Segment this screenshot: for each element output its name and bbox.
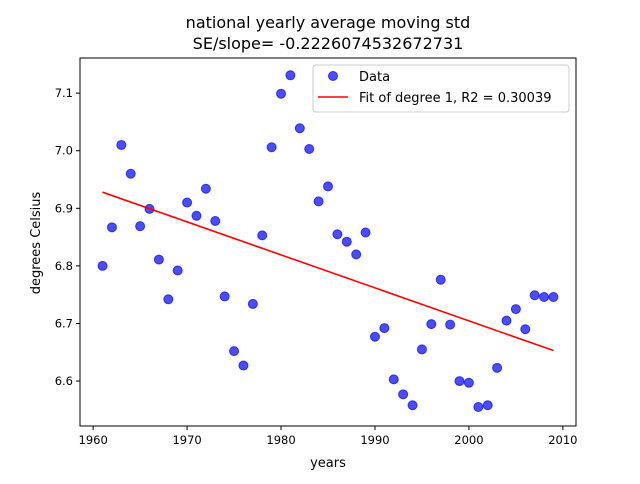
y-tick-label: 6.8 (55, 259, 73, 273)
data-point (501, 315, 512, 326)
data-point (351, 249, 362, 260)
legend-fit-label: Fit of degree 1, R2 = 0.30039 (359, 91, 551, 106)
data-point (304, 143, 315, 154)
data-point (323, 181, 333, 192)
chart-title-line2: SE/slope= -0.2226074532672731 (193, 34, 464, 53)
x-tick-label: 1980 (266, 433, 295, 447)
data-point (210, 215, 221, 226)
data-point (426, 319, 437, 330)
x-tick-label: 2000 (454, 433, 483, 447)
data-point (106, 222, 117, 233)
data-point (454, 376, 465, 387)
data-point (257, 230, 268, 241)
axes-frame (79, 57, 577, 427)
data-point (407, 400, 418, 411)
data-point (135, 221, 146, 232)
data-point (229, 346, 240, 357)
data-point (416, 344, 427, 355)
data-point (510, 304, 521, 315)
data-point (341, 236, 352, 247)
data-point (548, 291, 559, 302)
x-tick-label: 1990 (360, 433, 389, 447)
data-point (191, 210, 202, 221)
y-tick-label: 6.6 (55, 374, 73, 388)
data-point (529, 290, 540, 301)
chart-title-line1: national yearly average moving std (186, 13, 471, 32)
legend-data-marker (328, 71, 338, 81)
data-point (294, 123, 305, 134)
data-point (473, 401, 484, 412)
y-axis-label: degrees Celsius (29, 192, 44, 295)
data-point (445, 319, 456, 330)
data-point (492, 362, 503, 373)
x-tick-label: 1970 (172, 433, 201, 447)
data-point (379, 323, 390, 334)
data-point (360, 227, 371, 238)
data-point (200, 183, 211, 194)
data-point (97, 260, 108, 271)
data-point (435, 274, 446, 285)
data-point (482, 400, 493, 411)
legend: Data Fit of degree 1, R2 = 0.30039 (312, 64, 570, 113)
data-point (520, 324, 531, 335)
y-tick-label: 6.7 (55, 316, 73, 330)
data-point (238, 360, 249, 371)
data-point (539, 291, 550, 302)
y-tick-label: 7.1 (55, 86, 73, 100)
data-point (247, 298, 258, 309)
plot-area: 1960 1970 1980 1990 2000 2010 6.6 6.7 6.8 6.9 7.0 7… (55, 57, 577, 447)
data-point (398, 389, 409, 400)
data-point (182, 197, 193, 208)
x-tick-label: 2010 (548, 433, 577, 447)
x-tick-label: 1960 (79, 433, 108, 447)
data-point (332, 229, 343, 240)
data-point (163, 294, 174, 305)
data-point (276, 88, 287, 99)
data-point (369, 331, 380, 342)
fit-line (102, 191, 554, 352)
data-point (463, 377, 474, 388)
data-point (125, 168, 136, 179)
data-point (153, 254, 164, 265)
legend-box (312, 64, 570, 113)
x-axis-label: years (310, 456, 346, 471)
data-point (116, 139, 127, 150)
data-point (172, 265, 183, 276)
y-tick-label: 7.0 (55, 144, 73, 158)
legend-data-label: Data (359, 70, 390, 85)
data-point (388, 374, 399, 385)
y-tick-label: 6.9 (55, 201, 73, 215)
data-point (285, 70, 296, 81)
data-point (313, 196, 324, 207)
data-point (219, 291, 230, 302)
data-point (266, 142, 277, 153)
